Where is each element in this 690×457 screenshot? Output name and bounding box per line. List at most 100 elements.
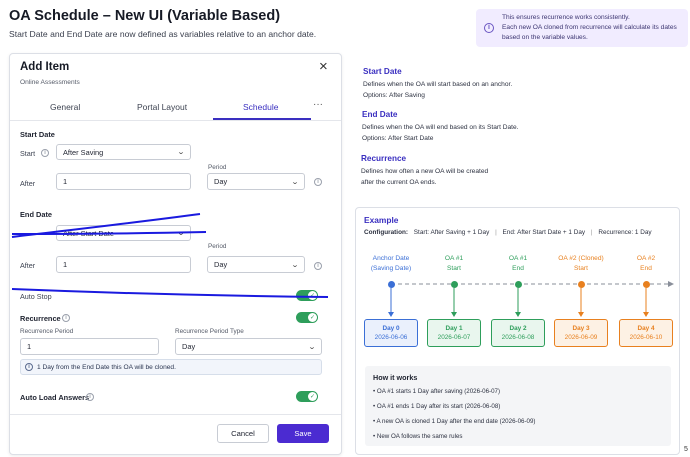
cancel-button[interactable]: Cancel	[217, 424, 269, 443]
doc-line: Options: After Start Date	[362, 135, 434, 142]
start-select[interactable]: After Saving ⌄	[56, 144, 191, 160]
info-icon: i	[25, 363, 33, 371]
start-label: Start	[20, 149, 36, 158]
end-period-value: Day	[214, 260, 228, 269]
chevron-down-icon: ⌄	[176, 149, 186, 156]
day-card-date: 2026-06-08	[501, 334, 535, 341]
timeline-stem-arrow	[515, 312, 521, 317]
end-period-select[interactable]: Day ⌄	[207, 256, 305, 273]
config-start: Start: After Saving + 1 Day	[413, 229, 490, 236]
doc-line: after the current OA ends.	[361, 179, 437, 186]
timeline-stem-arrow	[643, 312, 649, 317]
active-tab-indicator	[213, 118, 311, 120]
config-recurrence: Recurrence: 1 Day	[598, 229, 652, 236]
period-label: Period	[208, 164, 227, 171]
auto-load-toggle[interactable]: ✓	[296, 391, 318, 402]
chevron-down-icon: ⌄	[307, 343, 317, 351]
timeline-stem-arrow	[388, 312, 394, 317]
day-card-date: 2026-06-09	[564, 334, 598, 341]
recurrence-hint-text: 1 Day from the End Date this OA will be …	[37, 363, 176, 371]
timeline-label-line: End	[512, 265, 524, 272]
tab-schedule[interactable]: Schedule	[243, 102, 279, 112]
day-card: Day 4 2026-06-10	[619, 319, 673, 347]
doc-start-heading: Start Date	[363, 67, 402, 76]
doc-line: Defines when the OA will start based on …	[363, 81, 513, 88]
how-item: • OA #1 starts 1 Day after saving (2026-…	[373, 388, 501, 395]
timeline-stem-arrow	[578, 312, 584, 317]
timeline-label: OA #1 Start	[419, 254, 489, 274]
tab-general[interactable]: General	[50, 102, 81, 112]
timeline-dot	[387, 280, 395, 288]
tab-portal-layout[interactable]: Portal Layout	[137, 102, 188, 112]
timeline-label: OA #2 End	[611, 254, 681, 274]
timeline-dot	[514, 280, 522, 288]
close-icon[interactable]: ×	[319, 58, 328, 75]
recurrence-period-label: Recurrence Period	[20, 328, 74, 335]
timeline-dot	[577, 280, 585, 288]
help-icon[interactable]: i	[62, 314, 70, 322]
recurrence-period-input[interactable]: 1	[20, 338, 159, 355]
strike-mark	[11, 288, 329, 298]
how-item-text: New OA follows the same rules	[376, 433, 463, 440]
help-icon[interactable]: i	[86, 393, 94, 401]
doc-line: Options: After Saving	[363, 92, 425, 99]
how-title: How it works	[373, 373, 418, 382]
config-label: Configuration:	[364, 229, 409, 236]
day-card: Day 0 2026-06-06	[364, 319, 418, 347]
check-icon: ✓	[308, 313, 317, 322]
timeline-label: Anchor Date (Saving Date)	[356, 254, 426, 274]
how-it-works-box: How it works • OA #1 starts 1 Day after …	[365, 366, 671, 446]
modal-subtitle: Online Assessments	[20, 79, 80, 86]
doc-line: Defines how often a new OA will be creat…	[361, 168, 489, 175]
day-card-date: 2026-06-10	[629, 334, 663, 341]
day-card-day: Day 1	[445, 325, 463, 332]
timeline-label-line: Start	[447, 265, 461, 272]
strike-mark	[11, 231, 207, 235]
how-item-text: OA #1 starts 1 Day after saving (2026-06…	[376, 388, 501, 395]
recurrence-toggle[interactable]: ✓	[296, 312, 318, 323]
chevron-down-icon: ⌄	[290, 178, 300, 186]
end-after-input[interactable]: 1	[56, 256, 191, 273]
day-card-day: Day 0	[382, 325, 400, 332]
help-icon[interactable]: i	[314, 262, 322, 270]
add-item-modal: Add Item Online Assessments × General Po…	[9, 53, 342, 455]
save-button[interactable]: Save	[277, 424, 329, 443]
timeline-arrow	[668, 281, 674, 287]
after-label: After	[20, 261, 36, 270]
strike-annotations	[11, 213, 329, 298]
config-separator: |	[590, 229, 593, 236]
example-panel: Example Configuration: Start: After Savi…	[355, 207, 680, 455]
recurrence-type-value: Day	[182, 342, 196, 351]
timeline: Anchor Date (Saving Date) Day 0 2026-06-06 O…	[356, 208, 679, 358]
check-icon: ✓	[308, 392, 317, 401]
help-icon[interactable]: i	[41, 149, 49, 157]
more-tabs-icon[interactable]: ···	[313, 99, 323, 110]
doc-recurrence-heading: Recurrence	[361, 154, 407, 163]
recurrence-hint: i 1 Day from the End Date this OA will b…	[20, 359, 322, 375]
info-icon: i	[484, 23, 494, 33]
chevron-down-icon: ⌄	[290, 261, 300, 269]
day-card-date: 2026-06-06	[374, 334, 408, 341]
timeline-label-line: (Saving Date)	[370, 265, 412, 272]
start-after-input[interactable]: 1	[56, 173, 191, 190]
timeline-label-line: OA #1	[508, 255, 528, 262]
doc-end-heading: End Date	[362, 110, 398, 119]
timeline-label-line: End	[640, 265, 652, 272]
start-period-value: Day	[214, 177, 228, 186]
banner-line: based on the variable values.	[502, 34, 588, 41]
page-subtitle: Start Date and End Date are now defined …	[9, 29, 317, 39]
recurrence-type-select[interactable]: Day ⌄	[175, 338, 322, 355]
timeline-label-line: Anchor Date	[372, 255, 410, 262]
start-period-select[interactable]: Day ⌄	[207, 173, 305, 190]
config-end: End: After Start Date + 1 Day	[502, 229, 586, 236]
banner-line: This ensures recurrence works consistent…	[502, 14, 630, 21]
how-item-text: A new OA is cloned 1 Day after the end d…	[376, 418, 536, 425]
corner-mark: 5	[684, 446, 688, 453]
help-icon[interactable]: i	[314, 178, 322, 186]
how-item: • A new OA is cloned 1 Day after the end…	[373, 418, 536, 425]
doc-recurrence-text: Defines how often a new OA will be creat…	[361, 166, 488, 188]
timeline-label: OA #2 (Cloned) Start	[546, 254, 616, 274]
recurrence-heading: Recurrence	[20, 314, 61, 323]
recurrence-type-label: Recurrence Period Type	[175, 328, 244, 335]
end-date-heading: End Date	[20, 210, 53, 219]
